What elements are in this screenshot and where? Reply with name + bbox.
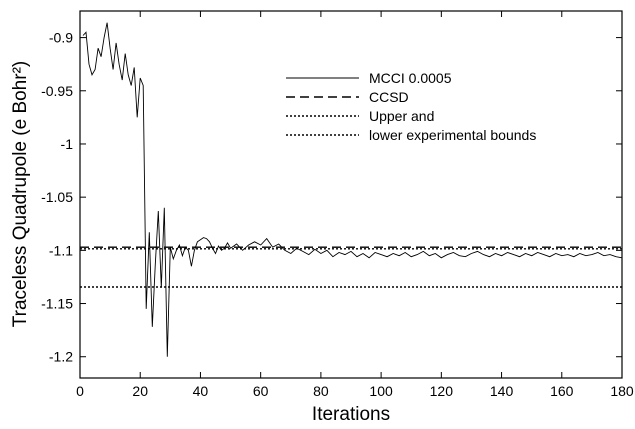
- x-tick-label: 160: [550, 383, 574, 399]
- series-line-mcci-0-0005: [82, 22, 623, 357]
- y-tick-label: -1.2: [49, 349, 73, 365]
- legend-label: lower experimental bounds: [369, 127, 536, 143]
- plot-frame: [79, 10, 623, 379]
- legend-label: Upper and: [369, 108, 434, 124]
- y-tick-label: -0.95: [41, 83, 73, 99]
- legend-label: MCCI 0.0005: [369, 70, 452, 86]
- y-tick-label: -1.05: [41, 189, 73, 205]
- x-tick-label: 140: [490, 383, 514, 399]
- series-layer: [80, 22, 623, 357]
- x-tick-label: 0: [76, 383, 84, 399]
- legend-label: CCSD: [369, 89, 409, 105]
- y-tick-label: -0.9: [49, 30, 73, 46]
- legend: MCCI 0.0005 CCSD Upper and lower experiment…: [286, 70, 536, 143]
- x-tick-label: 60: [253, 383, 269, 399]
- x-tick-label: 20: [132, 383, 148, 399]
- x-tick-label: 80: [313, 383, 329, 399]
- x-tick-label: 40: [193, 383, 209, 399]
- y-axis-ticks: -0.9 -0.95 -1 -1.05 -1.1 -1.15 -1.2: [41, 30, 622, 365]
- x-tick-label: 120: [430, 383, 454, 399]
- x-tick-label: 180: [610, 383, 634, 399]
- y-tick-label: -1.15: [41, 296, 73, 312]
- x-tick-label: 100: [369, 383, 393, 399]
- y-axis-title: Traceless Quadrupole (e Bohr²): [10, 61, 31, 327]
- y-tick-label: -1: [61, 136, 74, 152]
- x-axis-ticks: 0 20 40 60 80 100 120 140 160 180: [76, 11, 634, 399]
- y-tick-label: -1.1: [49, 242, 73, 258]
- x-axis-title: Iterations: [312, 404, 390, 425]
